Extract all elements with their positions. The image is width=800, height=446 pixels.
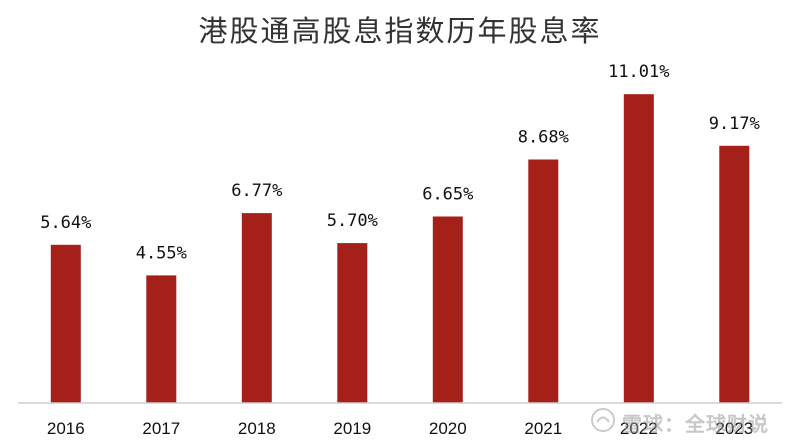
bar-2019 [337,243,367,403]
data-label-2023: 9.17% [709,114,760,134]
bar-2020 [433,217,463,404]
x-tick-2019: 2019 [333,419,371,438]
data-label-2020: 6.65% [422,185,473,205]
bar-2023 [719,146,749,403]
bar-2022 [624,94,654,403]
data-label-2021: 8.68% [518,128,569,148]
snowball-logo-icon [590,407,616,437]
x-tick-2016: 2016 [47,419,85,438]
watermark-text: 雪球：全球财说 [622,408,769,437]
x-tick-2018: 2018 [238,419,276,438]
x-tick-2020: 2020 [429,419,467,438]
data-label-2019: 5.70% [327,211,378,231]
bar-2016 [51,245,81,403]
watermark: 雪球：全球财说 [590,404,790,440]
data-label-2017: 4.55% [136,243,187,263]
data-label-2016: 5.64% [40,213,91,233]
data-label-2022: 11.01% [608,62,669,82]
x-tick-2021: 2021 [524,419,562,438]
bar-2018 [242,213,272,403]
bar-2017 [146,275,176,403]
bar-2021 [528,160,558,404]
data-label-2018: 6.77% [231,181,282,201]
x-tick-2017: 2017 [142,419,180,438]
